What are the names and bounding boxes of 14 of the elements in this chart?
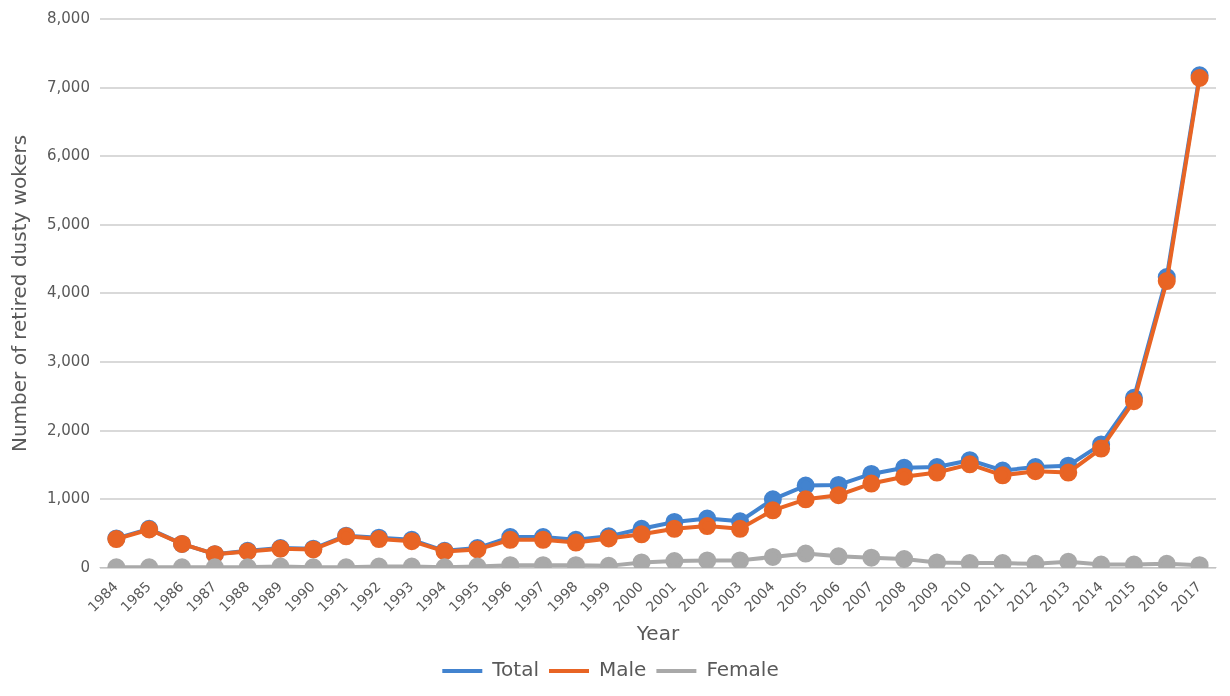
legend-label: Total <box>491 657 540 682</box>
y-tick-label: 2,000 <box>46 420 90 439</box>
y-tick-label: 7,000 <box>46 77 90 96</box>
legend-label: Female <box>706 657 779 682</box>
y-tick-label: 5,000 <box>46 214 90 233</box>
y-tick-label: 4,000 <box>46 283 90 302</box>
y-tick-label: 0 <box>80 557 90 576</box>
y-tick-label: 1,000 <box>46 489 90 508</box>
y-tick-label: 6,000 <box>46 146 90 165</box>
y-tick-label: 3,000 <box>46 351 90 370</box>
y-axis-title: Number of retired dusty wokers <box>7 134 32 453</box>
legend-label: Male <box>599 657 647 682</box>
y-tick-label: 8,000 <box>46 8 90 27</box>
x-axis-title: Year <box>635 621 680 646</box>
